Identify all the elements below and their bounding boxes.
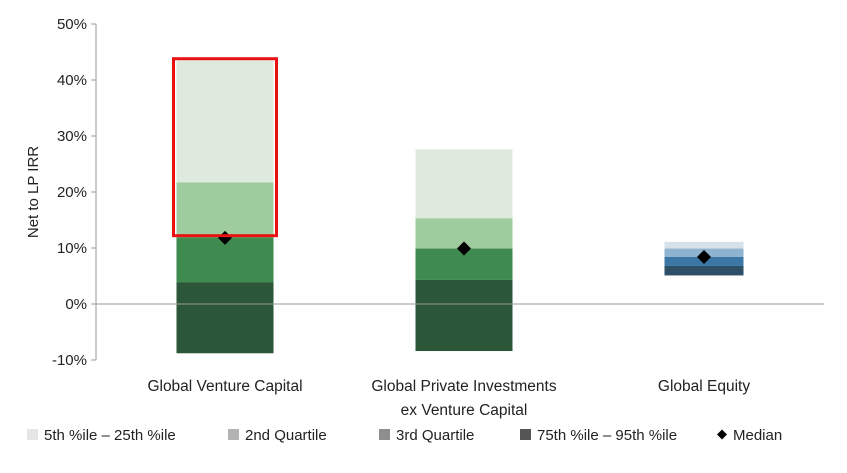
legend-label: 5th %ile – 25th %ile [44, 427, 176, 444]
bars [176, 60, 744, 354]
bar-segment [415, 149, 513, 219]
y-tick-label: 0% [65, 296, 87, 313]
category-labels: Global Venture Capital Global Private Inv… [147, 378, 750, 419]
y-tick-label: -10% [52, 352, 87, 369]
median-marker [697, 249, 711, 264]
category-label: Global Venture Capital [147, 378, 302, 395]
y-tick-label: 20% [57, 184, 87, 201]
highlight-box [172, 57, 278, 238]
bar-segment [664, 265, 744, 276]
legend-swatch [228, 429, 239, 440]
y-tick-label: 50% [57, 16, 87, 33]
legend-swatch [27, 429, 38, 440]
y-tick-label: 10% [57, 240, 87, 257]
median-markers [218, 230, 711, 264]
legend-label: 3rd Quartile [396, 427, 474, 444]
bar-segment [664, 241, 744, 249]
legend-label: 75th %ile – 95th %ile [537, 427, 677, 444]
legend-swatch [379, 429, 390, 440]
legend: 5th %ile – 25th %ile 2nd Quartile 3rd Quar… [27, 427, 782, 444]
category-label: ex Venture Capital [401, 402, 528, 419]
category-label: Global Private Investments [371, 378, 556, 395]
y-tick-label: 30% [57, 128, 87, 145]
category-label: Global Equity [658, 378, 750, 395]
y-axis: -10% 0% 10% 20% 30% 40% 50% [52, 16, 97, 369]
median-marker [457, 241, 471, 256]
y-axis-title: Net to LP IRR [25, 146, 42, 238]
bar-segment [176, 182, 274, 238]
legend-swatch [520, 429, 531, 440]
legend-label: 2nd Quartile [245, 427, 327, 444]
legend-median-marker [717, 429, 727, 440]
legend-label: Median [733, 427, 782, 444]
bar-segment [415, 279, 513, 352]
bar-segment [176, 282, 274, 354]
bar-segment [176, 60, 274, 183]
y-tick-label: 40% [57, 72, 87, 89]
